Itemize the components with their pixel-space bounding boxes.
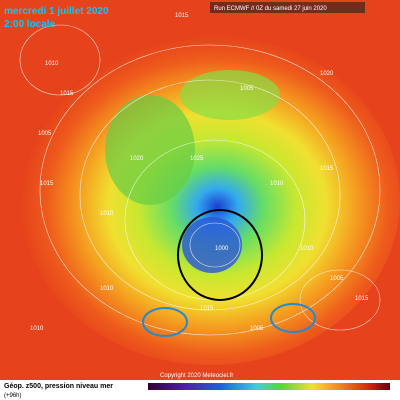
footer-title: Géop. z500, pression niveau mer — [4, 383, 113, 390]
date: mercredi 1 juillet 2020 — [4, 6, 109, 17]
run-info: Run ECMWF // 0Z du samedi 27 juin 2020 — [214, 6, 327, 12]
isobar-label: 1010 — [300, 246, 314, 252]
green-area — [180, 70, 280, 120]
isobar-label: 1005 — [330, 276, 344, 282]
isobar-label: 1025 — [190, 156, 204, 162]
isobar-label: 1020 — [320, 71, 334, 77]
isobar-label: 1010 — [45, 61, 59, 67]
isobar-label: 1015 — [60, 91, 74, 97]
copyright: Copyright 2020 Meteociel.fr — [160, 373, 233, 379]
isobar-label: 1015 — [355, 296, 369, 302]
color-scale — [148, 383, 390, 390]
low-pressure-core — [182, 217, 242, 273]
highlight-circle — [177, 209, 263, 301]
isobar-label: 1010 — [100, 211, 114, 217]
run-box — [210, 2, 365, 13]
highlight-ellipse — [142, 307, 188, 337]
isobar-label: 1020 — [130, 156, 144, 162]
isobar-label: 1010 — [30, 326, 44, 332]
isobar-label: 1005 — [38, 131, 52, 137]
isobar-label: 1015 — [40, 181, 54, 187]
isobar-label: 1015 — [200, 306, 214, 312]
time: 2:00 locale — [4, 19, 56, 30]
isobar-label: 1015 — [175, 13, 189, 19]
highlight-ellipse — [270, 303, 316, 333]
isobar-label: 1015 — [320, 166, 334, 172]
isobar-label: 1005 — [250, 326, 264, 332]
isobar-label: 1005 — [240, 86, 254, 92]
isobar-label: 1010 — [270, 181, 284, 187]
green-area — [105, 95, 195, 205]
isobar-labels: 1015 1010 1005 1015 1010 1020 1025 1015 1005 1000… — [30, 13, 369, 332]
isobar-label: 1010 — [100, 286, 114, 292]
lead-time: (+96h) — [4, 393, 22, 399]
isobar-label: 1000 — [215, 246, 229, 252]
